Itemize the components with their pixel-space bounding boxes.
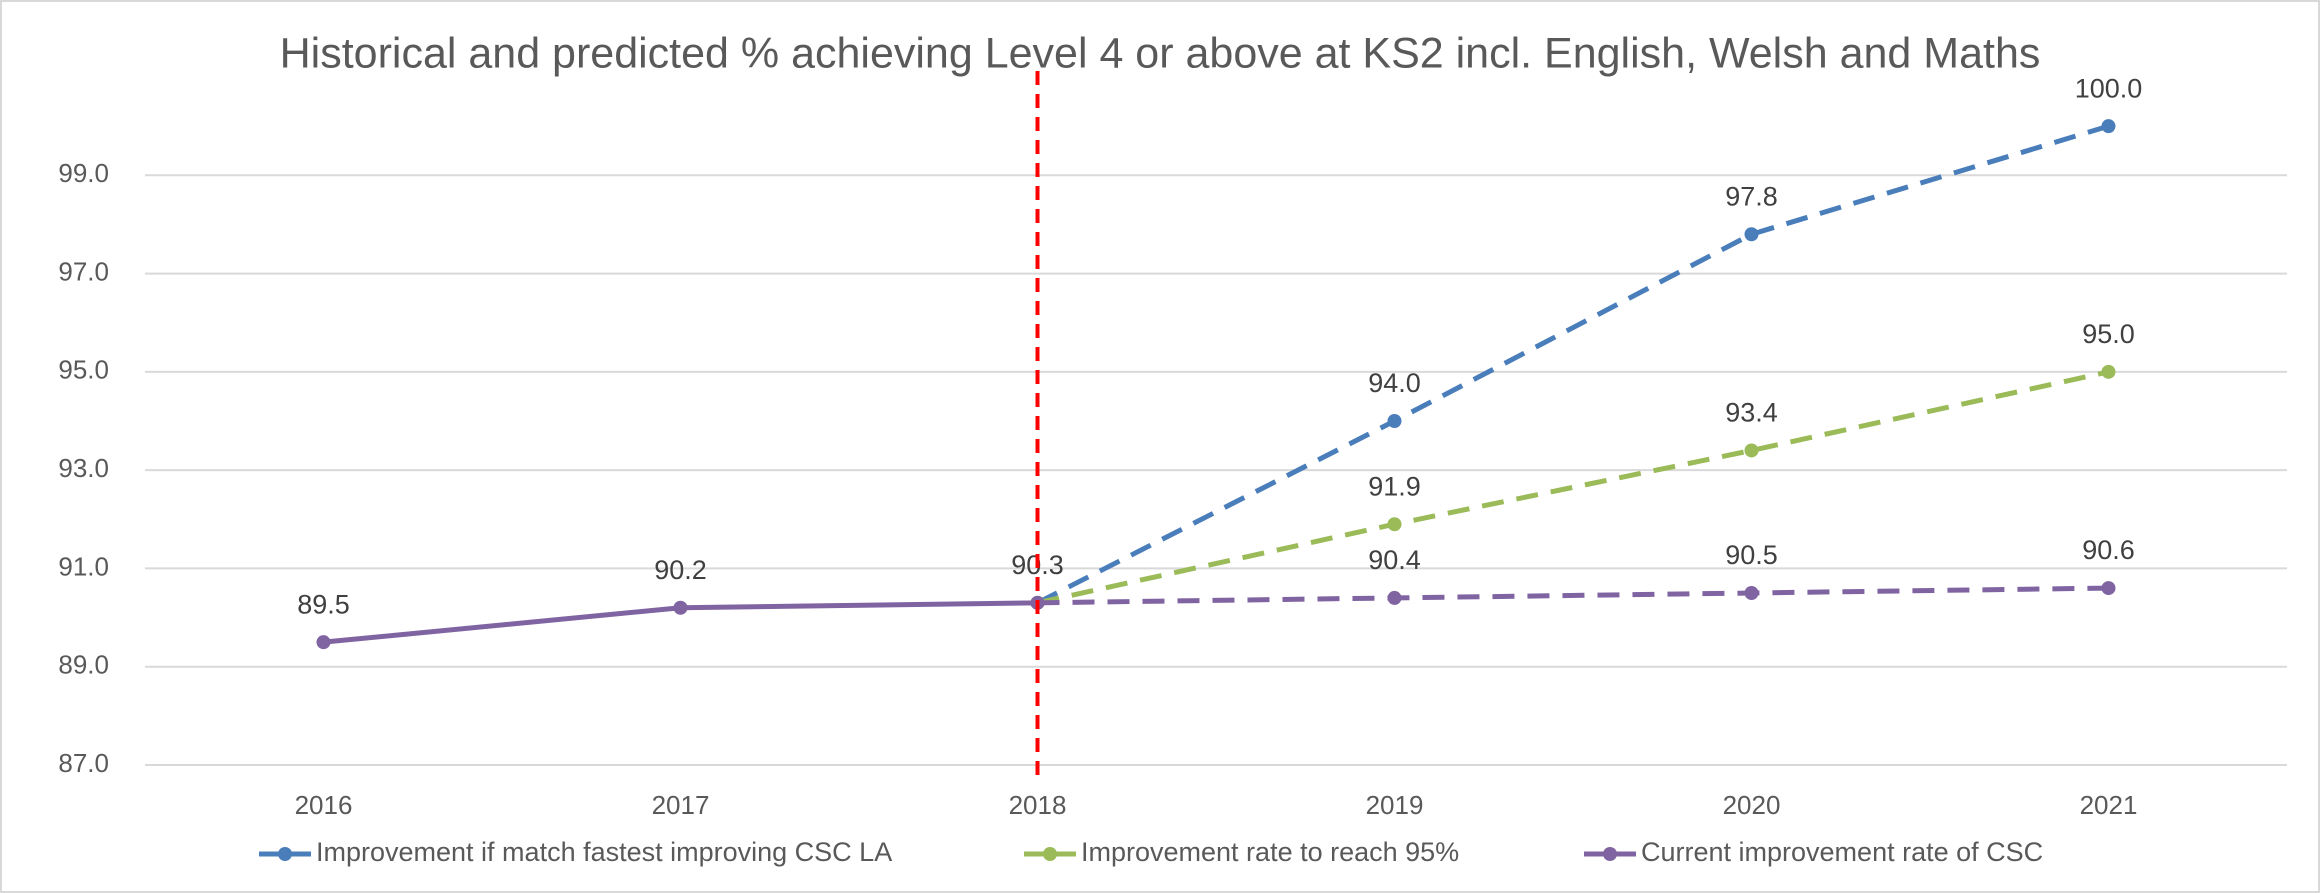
data-label: 100.0 [2075,73,2143,103]
series-point [316,635,331,650]
legend-label: Improvement if match fastest improving C… [316,837,892,867]
data-label: 90.5 [1725,540,1778,570]
data-label: 90.4 [1368,545,1421,575]
y-tick-label: 87.0 [58,748,109,778]
y-tick-label: 99.0 [58,158,109,188]
data-label: 90.6 [2082,535,2135,565]
series-line [1036,369,2110,606]
x-tick-label: 2016 [295,790,353,820]
x-tick-label: 2021 [2080,790,2138,820]
series-point [2101,119,2116,134]
series-point [2101,581,2116,596]
series-point [1387,517,1402,532]
series-point [1744,227,1759,242]
x-tick-label: 2017 [652,790,710,820]
y-tick-label: 95.0 [58,355,109,385]
y-tick-label: 91.0 [58,551,109,581]
data-label: 94.0 [1368,368,1421,398]
legend-label: Improvement rate to reach 95% [1081,837,1459,867]
y-tick-label: 93.0 [58,453,109,483]
legend-label: Current improvement rate of CSC [1641,837,2043,867]
series-point [1744,443,1759,458]
data-label: 95.0 [2082,319,2135,349]
x-tick-label: 2018 [1009,790,1067,820]
data-label: 91.9 [1368,471,1421,501]
series-line [1036,123,2110,606]
y-tick-label: 89.0 [58,650,109,680]
data-label: 90.2 [654,555,707,585]
legend-marker [1043,847,1057,861]
series-point [2101,364,2116,379]
y-tick-label: 97.0 [58,256,109,286]
data-label: 89.5 [297,589,350,619]
x-tick-label: 2019 [1366,790,1424,820]
data-label: 97.8 [1725,181,1778,211]
series-point [1387,590,1402,605]
chart-title: Historical and predicted % achieving Lev… [280,29,2041,77]
data-label: 93.4 [1725,398,1778,428]
series-line [1037,585,2109,606]
series-point [1744,586,1759,600]
x-tick-label: 2020 [1723,790,1781,820]
legend-marker [278,847,292,861]
series-point [673,600,688,615]
series-point [1387,414,1402,428]
legend-marker [1603,847,1617,861]
